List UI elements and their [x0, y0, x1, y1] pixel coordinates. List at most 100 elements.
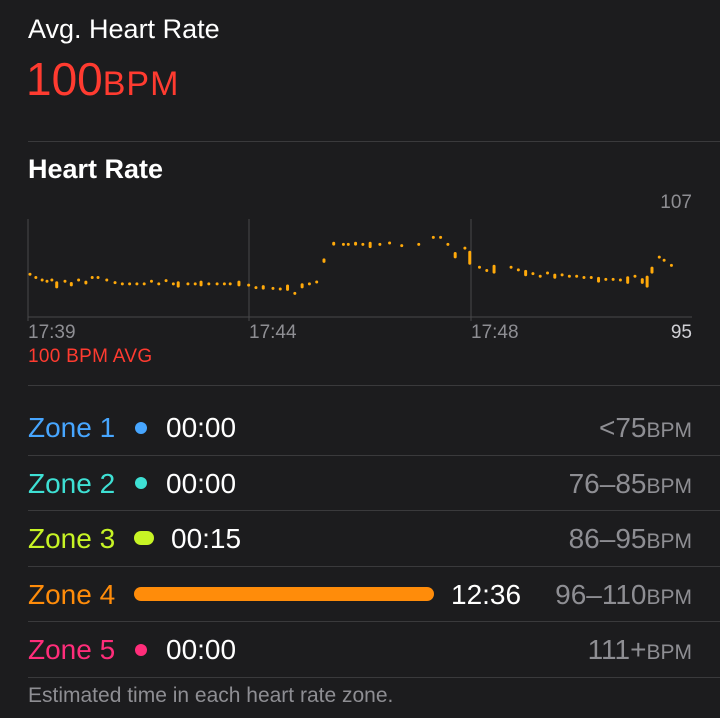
zone-3-name: Zone 3 [28, 523, 116, 554]
chart-data-mark [446, 242, 450, 246]
chart-data-mark [237, 280, 241, 287]
chart-data-mark [69, 281, 73, 287]
chart-data-mark [207, 282, 211, 286]
chart-data-mark [341, 242, 345, 246]
chart-data-mark [611, 277, 615, 281]
chart-data-mark [40, 278, 44, 282]
chart-x-tick-label: 17:44 [249, 322, 297, 343]
zone-2-bar [135, 477, 147, 489]
chart-data-mark [176, 281, 180, 288]
chart-x-tick-label: 17:39 [28, 322, 76, 343]
zone-2-time: 00:00 [166, 468, 237, 499]
zone-1-range-value: <75 [598, 412, 647, 443]
zone-3-range: 86–95BPM [569, 523, 692, 555]
chart-data-mark [361, 242, 365, 246]
zone-5-bar [135, 644, 147, 656]
chart-data-mark [157, 282, 161, 286]
chart-data-mark [300, 283, 304, 289]
chart-average-label: 100 BPM AVG [28, 346, 153, 367]
chart-data-mark [293, 291, 297, 295]
zone-5-range: 111+BPM [588, 634, 692, 666]
zone-5-range-value: 111+ [587, 634, 647, 665]
chart-y-max-label: 107 [660, 192, 692, 213]
chart-data-mark [560, 273, 564, 277]
zone-1-range-unit: BPM [646, 419, 692, 442]
chart-data-mark [567, 274, 571, 278]
chart-data-mark [346, 242, 350, 246]
chart-data-mark [105, 278, 109, 282]
chart-data-mark [228, 282, 232, 286]
zone-3-range-value: 86–95 [568, 523, 647, 554]
zone-4-range: 96–110BPM [555, 579, 692, 611]
chart-data-mark [286, 284, 290, 291]
chart-data-mark [633, 274, 637, 278]
chart-data-mark [553, 273, 557, 279]
avg-heart-rate-unit: BPM [102, 65, 180, 103]
chart-data-mark [271, 286, 275, 290]
zone-1-time: 00:00 [166, 412, 237, 443]
chart-data-mark [378, 242, 382, 246]
chart-data-mark [538, 274, 542, 278]
chart-data-mark [400, 244, 404, 248]
zone-4-time: 12:36 [451, 579, 522, 610]
zone-1-name: Zone 1 [28, 412, 116, 443]
zone-footnote: Estimated time in each heart rate zone. [28, 684, 394, 707]
zone-2-range-unit: BPM [646, 475, 692, 498]
chart-data-mark [589, 275, 593, 279]
chart-data-mark [492, 264, 496, 274]
divider [28, 385, 720, 386]
chart-y-min-label: 95 [671, 322, 692, 343]
zone-2-range: 76–85BPM [569, 468, 692, 500]
chart-data-mark [77, 278, 81, 282]
chart-data-mark [388, 241, 392, 245]
zone-4-range-value: 96–110 [555, 579, 647, 610]
chart-data-mark [516, 268, 520, 272]
chart-data-mark [120, 282, 124, 286]
chart-data-mark [149, 279, 153, 283]
chart-data-mark [640, 278, 644, 284]
chart-data-mark [315, 280, 319, 284]
zone-2-name: Zone 2 [28, 468, 116, 499]
chart-data-mark [261, 285, 265, 290]
zone-4-range-unit: BPM [646, 586, 692, 609]
chart-data-mark [55, 281, 59, 289]
zone-5-range-unit: BPM [646, 641, 692, 664]
avg-heart-rate-number: 100 [26, 53, 103, 105]
chart-data-mark [45, 279, 49, 283]
avg-heart-rate-value: 100BPM [26, 52, 179, 106]
chart-data-mark [604, 277, 608, 281]
chart-data-mark [662, 258, 666, 262]
chart-data-mark [186, 282, 190, 286]
chart-data-mark [531, 272, 535, 276]
divider [28, 621, 720, 622]
chart-data-mark [254, 286, 258, 290]
zone-1-range: <75BPM [599, 412, 692, 444]
chart-data-mark [84, 280, 88, 285]
chart-data-mark [463, 246, 467, 250]
chart-data-mark [96, 275, 100, 279]
zone-row-3: Zone 3 00:15 86–95BPM [0, 511, 720, 566]
chart-data-mark [657, 255, 661, 259]
chart-data-mark [28, 272, 32, 276]
chart-data-mark [477, 265, 481, 269]
chart-data-mark [215, 282, 219, 286]
chart-data-mark [546, 271, 550, 275]
chart-data-mark [222, 282, 226, 286]
chart-data-mark [524, 269, 528, 277]
chart-data-mark [322, 258, 326, 263]
chart-data-mark [468, 250, 472, 265]
divider [28, 141, 720, 142]
chart-data-mark [135, 282, 139, 286]
chart-data-mark [142, 282, 146, 286]
chart-data-mark [193, 282, 197, 286]
chart-data-mark [575, 274, 579, 278]
zone-3-range-unit: BPM [646, 530, 692, 553]
chart-data-mark [199, 280, 203, 287]
chart-data-mark [626, 276, 630, 284]
chart-data-mark [509, 265, 513, 269]
zone-3-time: 00:15 [171, 523, 242, 554]
chart-data-mark [307, 282, 311, 286]
chart-data-mark [278, 287, 282, 291]
chart-data-mark [650, 266, 654, 274]
